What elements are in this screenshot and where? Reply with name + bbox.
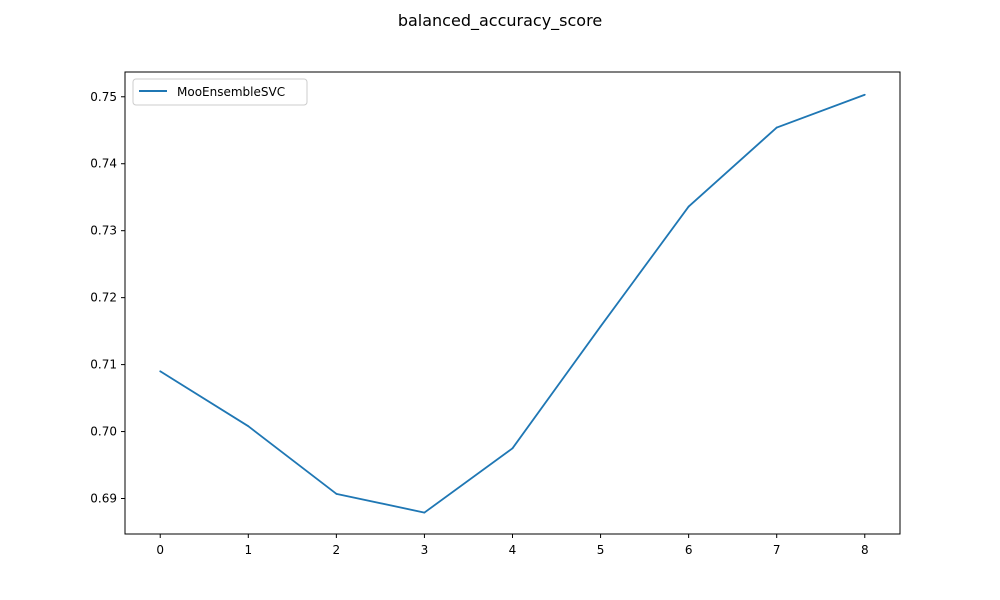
data-point xyxy=(423,511,426,514)
series-layer xyxy=(159,93,866,514)
legend-box xyxy=(132,78,308,106)
data-point xyxy=(775,126,778,129)
y-tick-label: 0.71 xyxy=(90,358,117,372)
y-axis: 0.69 0.70 0.71 0.72 0.73 0.74 0.75 xyxy=(90,90,125,506)
data-point xyxy=(863,93,866,96)
data-point xyxy=(335,492,338,495)
data-point xyxy=(687,205,690,208)
x-tick-label: 6 xyxy=(685,543,693,557)
chart-title: balanced_accuracy_score xyxy=(398,11,602,31)
y-tick-label: 0.69 xyxy=(90,492,117,506)
data-point xyxy=(511,447,514,450)
x-tick-label: 8 xyxy=(861,543,869,557)
x-tick-label: 2 xyxy=(333,543,341,557)
axes-background xyxy=(125,72,900,534)
x-tick-label: 4 xyxy=(509,543,517,557)
y-tick-label: 0.74 xyxy=(90,157,117,171)
y-tick-label: 0.75 xyxy=(90,90,117,104)
x-axis: 0 1 2 3 4 5 6 7 8 xyxy=(156,534,869,557)
data-point xyxy=(247,425,250,428)
y-tick-label: 0.73 xyxy=(90,224,117,238)
x-tick-label: 5 xyxy=(597,543,605,557)
legend-label: MooEnsembleSVC xyxy=(177,85,285,99)
x-tick-label: 1 xyxy=(244,543,252,557)
data-point xyxy=(159,370,162,373)
y-tick-label: 0.70 xyxy=(90,425,117,439)
plot-area xyxy=(124,71,901,535)
data-point xyxy=(599,325,602,328)
x-tick-label: 7 xyxy=(773,543,781,557)
y-tick-label: 0.72 xyxy=(90,291,117,305)
x-tick-label: 3 xyxy=(421,543,429,557)
legend: MooEnsembleSVC xyxy=(132,78,308,106)
x-tick-label: 0 xyxy=(156,543,164,557)
